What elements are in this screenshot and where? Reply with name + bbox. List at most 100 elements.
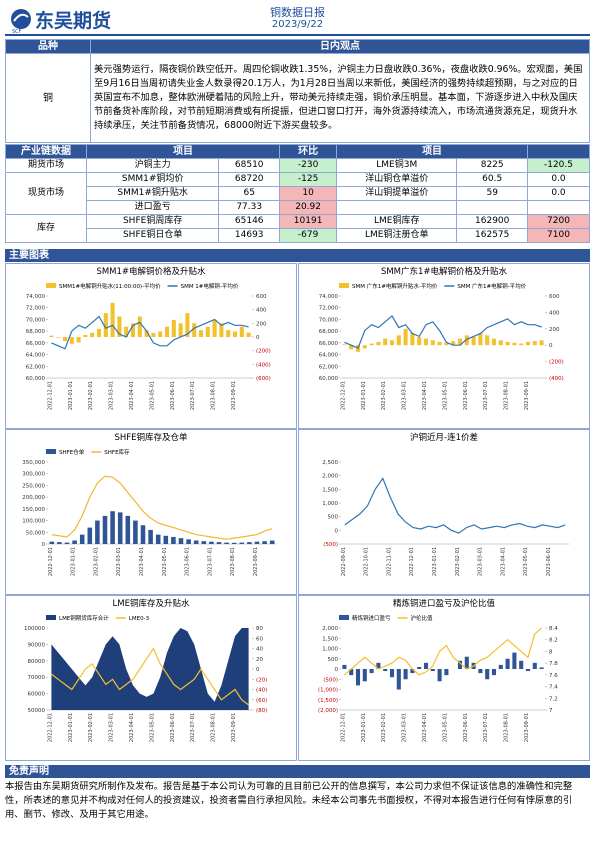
cell: 20.92	[279, 200, 338, 215]
chart: 沪铜近月-连1价差 (500) 0 500 1,000 1,500 2,000 2,500 20…	[298, 429, 590, 595]
bar	[498, 664, 503, 669]
cell: 7100	[527, 228, 590, 243]
y-tick-label: 90000	[28, 642, 46, 648]
x-tick-label: 2022-12-01	[47, 713, 53, 742]
cell: 65	[218, 186, 281, 201]
y-tick-label: (1,500)	[318, 698, 338, 704]
line	[51, 475, 273, 540]
section-title: 主要图表	[5, 249, 590, 262]
y2-tick-label: 7.8	[549, 661, 558, 667]
cell: 8225	[456, 158, 528, 173]
bar	[83, 334, 88, 337]
cell: 10	[279, 186, 338, 201]
bar	[95, 520, 100, 544]
bar	[430, 340, 435, 346]
bar	[369, 343, 374, 346]
data-table: 产业链数据 项目 环比 项目 期货市场 沪铜主力 68510 -230 LME铜3M 8225-…	[5, 144, 590, 243]
x-tick-label: 2023-06-01	[463, 381, 469, 410]
bar	[125, 515, 131, 544]
x-tick-label: 2023-08-01	[211, 713, 217, 742]
cell: 美元强势运行，隔夜铜价跌空低开。周四伦铜收跌1.35%，沪铜主力日盘收跌0.36…	[90, 53, 590, 143]
area	[51, 628, 249, 710]
x-tick-label: 2022-09-01	[341, 547, 347, 576]
x-tick-label: 2022-11-01	[386, 547, 392, 576]
y-tick-label: 70,000	[26, 317, 46, 323]
bar	[205, 326, 210, 337]
bar	[158, 331, 163, 337]
bar	[519, 660, 524, 669]
x-tick-label: 2023-08-01	[230, 547, 236, 576]
x-tick-label: 2023-02-01	[88, 713, 94, 742]
bar	[262, 541, 267, 544]
bar	[451, 341, 456, 346]
chart-title: SMM1#电解铜价格及升贴水	[96, 266, 206, 277]
bar	[224, 542, 229, 544]
bar	[110, 511, 115, 544]
y2-tick-label: (600)	[256, 376, 271, 382]
line	[51, 647, 249, 706]
y-tick-label: 300,000	[22, 472, 45, 478]
cell: LME铜3M	[336, 158, 458, 173]
y-tick-label: 0	[335, 667, 339, 673]
logo-text: 东吴期货	[35, 10, 112, 32]
logo-icon	[11, 9, 31, 29]
y-tick-label: 2,000	[322, 474, 338, 480]
x-tick-label: 2023-02-01	[381, 381, 387, 410]
y-tick-label: 500	[328, 657, 339, 663]
x-tick-label: 2023-06-01	[170, 713, 176, 742]
bar	[485, 669, 490, 680]
y-tick-label: 500	[328, 515, 339, 521]
y-tick-label: (500)	[323, 542, 338, 548]
cell: 60.5	[456, 172, 528, 187]
x-tick-label: 2023-04-01	[422, 713, 428, 742]
bar	[389, 669, 395, 678]
bar	[155, 534, 161, 544]
x-tick-label: 2023-06-01	[170, 381, 176, 410]
legend-label: SHFE仓单	[59, 448, 85, 456]
y2-tick-label: 600	[256, 294, 267, 300]
x-tick-label: 2023-06-01	[546, 547, 552, 576]
x-tick-label: 2022-12-01	[340, 381, 346, 410]
legend-label: SMM1#电解铜升贴水(11:00:00)-平均价	[59, 282, 161, 290]
legend-label: LME0-3	[129, 616, 150, 622]
header-cell: 环比	[279, 144, 338, 159]
y-tick-label: 0	[335, 528, 339, 534]
bar	[383, 669, 388, 672]
y2-tick-label: 200	[549, 327, 560, 333]
y-tick-label: 72,000	[26, 306, 46, 312]
bar	[133, 520, 138, 544]
cell: 162900	[456, 214, 528, 229]
bar	[505, 341, 510, 346]
cell: 洋山铜仓单溢价	[336, 172, 458, 187]
y2-tick-label: 400	[256, 308, 267, 314]
y2-tick-label: 80	[256, 626, 263, 632]
x-tick-label: 2023-01-01	[71, 547, 77, 576]
x-tick-label: 2023-03-01	[402, 381, 408, 410]
cell: -679	[279, 228, 338, 243]
legend-label: SMM 广东1#电解铜-平均价	[457, 282, 526, 290]
y-tick-label: 50000	[28, 708, 46, 714]
bar	[90, 332, 95, 337]
cell: 洋山铜提单溢价	[336, 186, 458, 201]
logo: 东吴期货 SCF	[10, 6, 120, 35]
bar	[383, 338, 388, 346]
bar	[525, 669, 531, 672]
chart: SMM1#电解铜价格及升贴水 SMM1#电解铜升贴水(11:00:00)-平均价 S…	[5, 263, 297, 429]
bar	[423, 338, 429, 346]
logo-sub: SCF	[12, 29, 22, 35]
charts: SMM1#电解铜价格及升贴水 SMM1#电解铜升贴水(11:00:00)-平均价 S…	[5, 263, 590, 761]
bar	[232, 331, 238, 337]
bar	[423, 662, 429, 669]
header-cell	[527, 144, 590, 159]
x-tick-label: 2023-03-01	[116, 547, 122, 576]
y-tick-label: 80000	[28, 659, 46, 665]
cell	[336, 200, 458, 215]
x-tick-label: 2023-09-01	[231, 381, 237, 410]
x-tick-label: 2023-07-01	[207, 547, 213, 576]
y-tick-label: 60000	[28, 692, 46, 698]
y-tick-label: 250,000	[22, 483, 45, 489]
cell: SHFE铜周库存	[85, 214, 220, 229]
bar	[239, 326, 244, 337]
bar	[62, 337, 68, 342]
bar	[209, 541, 214, 544]
